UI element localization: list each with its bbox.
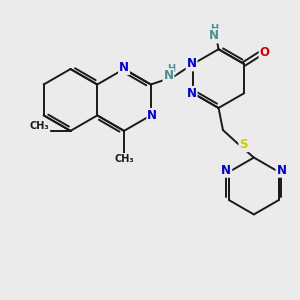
Text: N: N [187,57,196,70]
Text: N: N [187,87,196,100]
Text: O: O [260,46,270,59]
Text: N: N [119,61,129,74]
Text: H: H [210,24,218,34]
Text: N: N [164,69,173,82]
Text: N: N [277,164,286,177]
Text: H: H [167,64,175,74]
Text: N: N [221,164,231,177]
Text: N: N [147,109,157,122]
Text: CH₃: CH₃ [30,122,50,131]
Text: CH₃: CH₃ [114,154,134,164]
Text: S: S [239,138,248,151]
Text: N: N [209,29,219,43]
